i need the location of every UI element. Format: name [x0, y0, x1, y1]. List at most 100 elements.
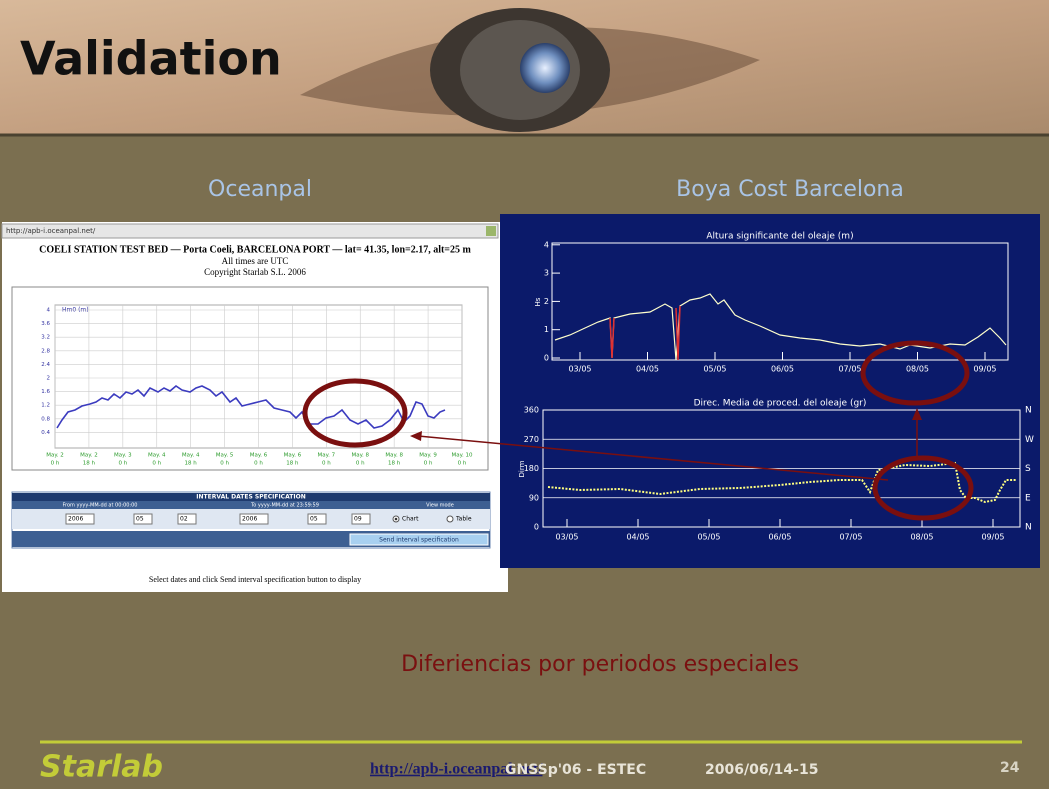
to-label: To yyyy-MM-dd at 23:59:59	[250, 503, 319, 509]
y-tick-label: 90	[529, 493, 539, 502]
y-tick-label: 4	[47, 308, 51, 314]
y-tick-label: 1	[544, 325, 549, 334]
y-tick-label: 2	[47, 376, 51, 382]
chart-option[interactable]: Chart	[402, 516, 419, 523]
x-tick-label: 0 h	[220, 461, 229, 467]
x-tick-label: May. 7	[318, 453, 336, 459]
x-tick-label: May. 8	[351, 453, 369, 459]
highlights	[302, 340, 974, 521]
footer-date: 2006/06/14-15	[705, 762, 818, 778]
x-tick-label: May. 4	[182, 453, 200, 459]
footer-event: GNSSp'06 - ESTEC	[505, 762, 646, 778]
x-tick-label: May. 3	[114, 453, 132, 459]
send-button-label[interactable]: Send interval specification	[379, 537, 459, 544]
radio[interactable]	[446, 515, 454, 523]
top-y-label: Hs	[534, 297, 542, 306]
y-tick-label: 0	[534, 523, 539, 532]
footer-link[interactable]: http://apb-i.oceanpal.net/	[370, 761, 543, 778]
x-tick-label: 04/05	[636, 365, 659, 374]
x-tick-label: 08/05	[910, 533, 933, 542]
gap-marks	[609, 305, 681, 361]
x-tick-label: 09/05	[973, 365, 996, 374]
date-input[interactable]	[65, 513, 95, 525]
y-tick-label: 2.4	[41, 362, 50, 368]
date-value: 09	[354, 516, 362, 523]
date-input[interactable]	[307, 513, 327, 525]
x-tick-label: 03/05	[568, 365, 591, 374]
x-tick-label: May. 8	[385, 453, 403, 459]
x-tick-label: 18 h	[185, 461, 198, 467]
x-tick-label: May. 6	[250, 453, 268, 459]
y-tick-label: 3	[544, 269, 549, 278]
instructions: Select dates and click Send interval spe…	[149, 575, 361, 584]
mode-label: View mode	[426, 503, 454, 509]
slide-title: Validation	[20, 32, 282, 86]
x-tick-label: May. 2	[80, 453, 98, 459]
date-value: 02	[180, 516, 188, 523]
bottom-chart-title: Direc. Media de proced. del oleaje (gr)	[694, 399, 867, 409]
column-label: Boya Cost Barcelona	[676, 177, 904, 202]
date-value: 05	[310, 516, 318, 523]
x-tick-label: May. 10	[451, 453, 473, 459]
y-tick-label: 3.6	[41, 321, 50, 327]
column-label: Oceanpal	[208, 177, 312, 202]
y-tick-label: 0.4	[41, 430, 50, 436]
x-tick-label: 0 h	[458, 461, 467, 467]
table-option[interactable]: Table	[455, 516, 472, 523]
y-tick-label: 0	[544, 354, 549, 363]
y-tick-label: 270	[524, 435, 539, 444]
x-tick-label: 0 h	[51, 461, 60, 467]
x-tick-label: 09/05	[981, 533, 1004, 542]
y-tick-label: 1.2	[41, 403, 50, 409]
x-tick-label: 03/05	[555, 533, 578, 542]
compass-label: W	[1025, 435, 1034, 445]
x-tick-label: May. 5	[216, 453, 234, 459]
x-tick-label: 04/05	[626, 533, 649, 542]
y-tick-label: 180	[524, 464, 539, 473]
date-input[interactable]	[177, 513, 197, 525]
y-tick-label: 3.2	[41, 335, 50, 341]
from-label: From yyyy-MM-dd at 00:00:00	[63, 503, 138, 509]
date-input[interactable]	[239, 513, 269, 525]
copyright: Copyright Starlab S.L. 2006	[204, 267, 306, 277]
highlight-ellipse	[860, 340, 970, 406]
highlight-ellipse	[302, 378, 408, 448]
date-input[interactable]	[133, 513, 153, 525]
form-header	[12, 493, 490, 501]
x-tick-label: 05/05	[703, 365, 726, 374]
x-tick-label: 0 h	[152, 461, 161, 467]
globe	[520, 43, 570, 93]
top-chart-title: Altura significante del oleaje (m)	[706, 232, 853, 242]
go-button	[486, 226, 496, 236]
buoy-screenshot: Altura significante del oleaje (m) Hs Di…	[500, 214, 1040, 568]
form-subheader	[12, 501, 490, 509]
arrow	[417, 435, 889, 481]
x-tick-label: 0 h	[118, 461, 127, 467]
caption: Diferiencias por periodos especiales	[401, 652, 799, 677]
radio-dot	[394, 517, 398, 521]
url: http://apb-i.oceanpal.net/	[6, 227, 96, 235]
x-tick-label: 0 h	[322, 461, 331, 467]
compass-label: S	[1025, 464, 1031, 474]
x-tick-label: 06/05	[771, 365, 794, 374]
x-tick-label: 18 h	[286, 461, 299, 467]
y-tick-label: 4	[544, 240, 549, 249]
arrow-head	[912, 408, 922, 420]
x-tick-label: 0 h	[424, 461, 433, 467]
x-tick-label: 18 h	[388, 461, 401, 467]
send-button[interactable]	[349, 533, 489, 546]
date-value: 05	[136, 516, 144, 523]
date-input[interactable]	[351, 513, 371, 525]
y-tick-label: 2	[544, 297, 549, 306]
x-tick-label: 08/05	[906, 365, 929, 374]
address-bar	[1, 223, 499, 239]
x-tick-label: May. 6	[284, 453, 302, 459]
compass-label: N	[1025, 523, 1032, 533]
form-title: INTERVAL DATES SPECIFICATION	[196, 494, 305, 501]
x-tick-label: 18 h	[83, 461, 96, 467]
arrow-head	[410, 431, 422, 441]
x-tick-label: 05/05	[697, 533, 720, 542]
